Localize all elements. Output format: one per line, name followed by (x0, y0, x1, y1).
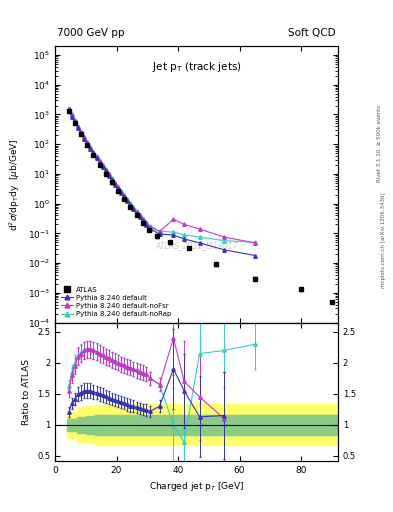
Text: 7000 GeV pp: 7000 GeV pp (57, 28, 125, 38)
Y-axis label: d$^{2}\sigma$/dp$_{\rm T}$dy  [$\mu$b/GeV]: d$^{2}\sigma$/dp$_{\rm T}$dy [$\mu$b/GeV… (8, 138, 22, 230)
Text: Soft QCD: Soft QCD (288, 28, 336, 38)
Text: ATLAS_2011_I919017: ATLAS_2011_I919017 (155, 241, 238, 250)
Text: Jet p$_{\rm T}$ (track jets): Jet p$_{\rm T}$ (track jets) (152, 60, 241, 74)
X-axis label: Charged jet p$_{T}$ [GeV]: Charged jet p$_{T}$ [GeV] (149, 480, 244, 493)
Legend: ATLAS, Pythia 8.240 default, Pythia 8.240 default-noFsr, Pythia 8.240 default-no: ATLAS, Pythia 8.240 default, Pythia 8.24… (59, 285, 173, 319)
Y-axis label: Ratio to ATLAS: Ratio to ATLAS (22, 359, 31, 424)
Text: Rivet 3.1.10, ≥ 500k events: Rivet 3.1.10, ≥ 500k events (377, 105, 382, 182)
Text: mcplots.cern.ch [arXiv:1306.3436]: mcplots.cern.ch [arXiv:1306.3436] (381, 193, 386, 288)
